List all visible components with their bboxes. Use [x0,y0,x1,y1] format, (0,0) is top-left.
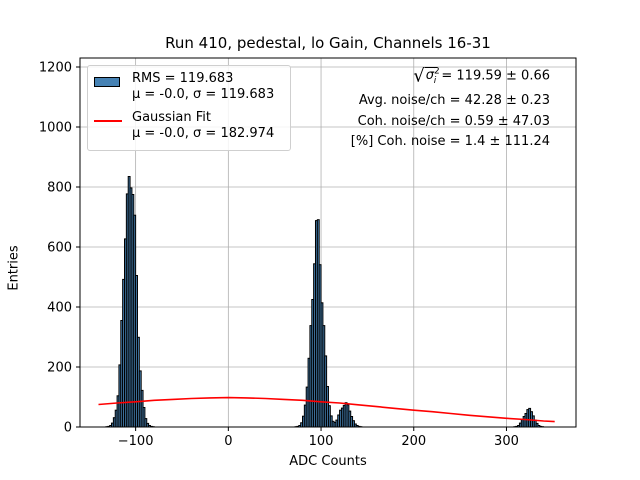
x-tick-label: 100 [309,434,334,449]
legend-hist-params: μ = -0.0, σ = 119.683 [132,87,275,102]
stat-coh-percent: [%] Coh. noise = 1.4 ± 111.24 [350,134,550,150]
legend-fit-params: μ = -0.0, σ = 182.974 [132,126,275,141]
x-axis-label: ADC Counts [289,454,367,469]
x-tick-label: 300 [494,434,519,449]
legend-fit-label: Gaussian Fit [132,110,212,125]
gaussian-fit-curve [98,396,555,423]
stats-box: √σ2i = 119.59 ± 0.66 Avg. noise/ch = 42.… [351,62,550,153]
y-tick-label: 800 [47,181,72,196]
fit-curve-layer [98,396,555,423]
ticks: −100 0 100 200 300 0 200 400 600 800 1000 1200 [39,61,519,450]
fit-legend-swatch [94,120,122,122]
y-tick-label: 1000 [39,121,72,136]
x-tick-label: 200 [401,434,426,449]
histogram-bars [105,176,545,428]
legend-entry-fit: Gaussian Fit μ = -0.0, σ = 182.974 [94,110,284,144]
stat-avg-noise: Avg. noise/ch = 42.28 ± 0.23 [358,93,550,109]
y-tick-label: 1200 [39,61,72,76]
y-axis-label: Entries [6,245,22,291]
y-tick-label: 200 [47,361,72,376]
y-tick-label: 600 [47,241,72,256]
legend: RMS = 119.683 μ = -0.0, σ = 119.683 Gaus… [87,65,291,151]
y-tick-label: 0 [64,421,72,436]
x-tick-label: −100 [118,434,154,449]
stat-sqrt-sigma: √σ2i = 119.59 ± 0.66 [351,62,550,91]
sqrt-sigma-expression: √σ2i [413,65,440,87]
stat-coh-noise: Coh. noise/ch = 0.59 ± 47.03 [357,113,550,129]
chart-title: Run 410, pedestal, lo Gain, Channels 16-… [165,34,491,52]
axes [79,57,577,428]
y-tick-label: 400 [47,301,72,316]
plot-frame [79,57,577,428]
x-tick-label: 0 [224,434,232,449]
stat-sqrt-value: = 119.59 ± 0.66 [441,68,550,84]
legend-hist-rms: RMS = 119.683 [132,71,234,86]
legend-entry-histogram: RMS = 119.683 μ = -0.0, σ = 119.683 [94,71,284,105]
histogram-legend-swatch [94,77,120,87]
